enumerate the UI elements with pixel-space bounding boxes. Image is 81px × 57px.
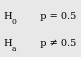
Text: 0: 0 [11,18,16,26]
Text: H: H [3,12,12,20]
Text: a: a [11,45,16,52]
Text: p = 0.5: p = 0.5 [34,12,76,20]
Text: H: H [3,38,12,47]
Text: p ≠ 0.5: p ≠ 0.5 [34,38,76,47]
